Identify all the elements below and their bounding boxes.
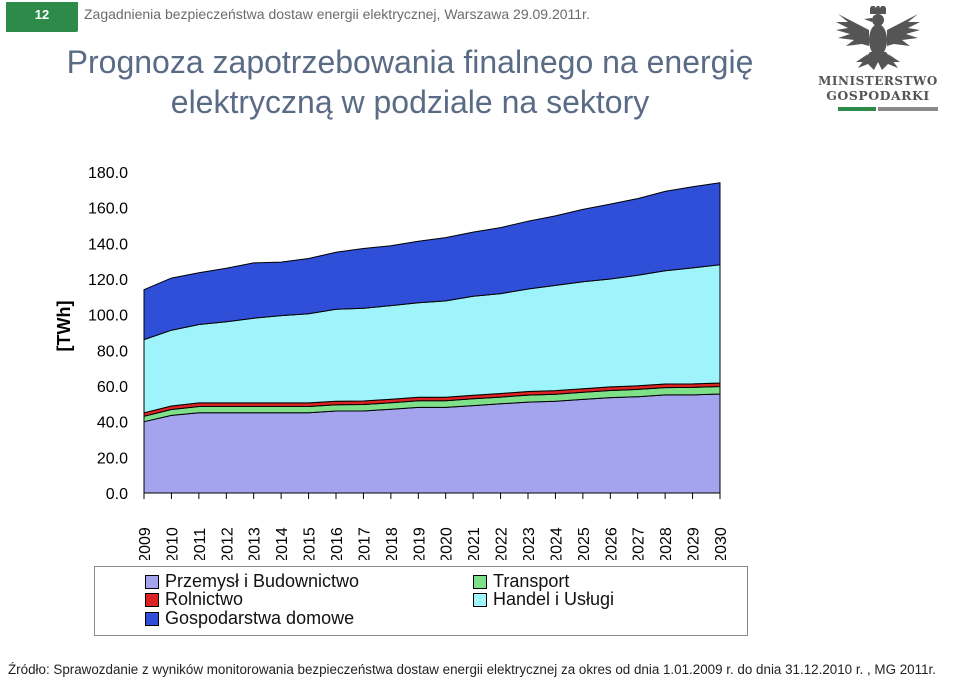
x-tick-label: 2010: [164, 527, 181, 560]
slide-number: 12: [34, 7, 50, 22]
x-tick-label: 2014: [274, 527, 291, 560]
x-tick-label: 2029: [686, 527, 703, 560]
source-note: Źródło: Sprawozdanie z wyników monitorow…: [8, 662, 936, 677]
legend-swatch-rolnictwo: [145, 593, 159, 607]
x-tick-label: 2028: [658, 527, 675, 560]
axes-layer: 0.0 20.0 40.0 60.0 80.0 100.0 120.0 140.0 160.0 1…: [88, 165, 730, 560]
page-title-line-1: Prognoza zapotrzebowania finalnego na en…: [66, 44, 754, 80]
legend-swatch-handel: [473, 593, 487, 607]
x-tick-label: 2015: [302, 527, 319, 560]
x-tick-label: 2024: [548, 527, 565, 560]
y-tick-label: 180.0: [88, 165, 128, 182]
x-tick-label: 2020: [439, 527, 456, 560]
x-tick-label: 2025: [576, 527, 593, 560]
legend-swatch-przemysl: [145, 575, 159, 589]
page-title-line-2: elektryczną w podziale na sektory: [170, 84, 650, 120]
chart-legend: Przemysł i Budownictwo Rolnictwo Gospoda…: [94, 566, 748, 636]
y-tick-label: 20.0: [97, 450, 128, 467]
y-tick-label: 100.0: [88, 308, 128, 325]
legend-label-transport: Transport: [493, 571, 570, 591]
x-tick-label: 2027: [631, 527, 648, 560]
legend-swatch-transport: [473, 575, 487, 589]
legend-label-przemysl: Przemysł i Budownictwo: [165, 571, 360, 591]
slide-number-badge: 12: [6, 2, 78, 32]
y-tick-label: 80.0: [97, 343, 128, 360]
x-tick-label: 2026: [603, 527, 620, 560]
x-tick-label: 2021: [466, 527, 483, 560]
areas-layer: [143, 182, 721, 494]
logo-accent-gray: [878, 107, 938, 111]
y-tick-label: 120.0: [88, 272, 128, 289]
y-tick-label: 60.0: [97, 379, 128, 396]
legend-label-handel: Handel i Usługi: [493, 589, 615, 609]
x-tick-label: 2030: [713, 527, 730, 560]
x-tick-label: 2009: [137, 527, 154, 560]
y-tick-label: 160.0: [88, 201, 128, 218]
legend-swatch-gospodarstwa: [145, 612, 159, 626]
x-tick-label: 2012: [219, 527, 236, 560]
logo-text-line-1: MINISTERSTWO: [818, 74, 938, 88]
x-tick-label: 2019: [411, 527, 428, 560]
area-gospodarstwa-domowe: [143, 182, 721, 341]
y-tick-label: 140.0: [88, 236, 128, 253]
x-tick-label: 2016: [329, 527, 346, 560]
y-tick-label: 40.0: [97, 415, 128, 432]
page-title: Prognoza zapotrzebowania finalnego na en…: [0, 42, 820, 122]
x-tick-label: 2018: [384, 527, 401, 560]
x-tick-label: 2023: [521, 527, 538, 560]
x-tick-label: 2017: [356, 527, 373, 560]
x-tick-label: 2022: [494, 527, 511, 560]
x-tick-label: 2013: [247, 527, 264, 560]
legend-label-gospodarstwa: Gospodarstwa domowe: [165, 608, 355, 628]
legend-label-rolnictwo: Rolnictwo: [165, 589, 244, 609]
logo-text-line-2: GOSPODARKI: [826, 88, 930, 103]
ministry-logo: MINISTERSTWO GOSPODARKI: [818, 3, 938, 122]
stacked-area-chart: 0.0 20.0 40.0 60.0 80.0 100.0 120.0 140.0 160.0 1…: [54, 165, 730, 560]
y-axis-label: [TWh]: [54, 301, 74, 352]
event-line: Zagadnienia bezpieczeństwa dostaw energi…: [84, 6, 590, 22]
eagle-emblem-icon: [836, 3, 920, 70]
y-tick-label: 0.0: [106, 486, 128, 503]
logo-accent-green: [838, 107, 876, 111]
x-tick-label: 2011: [192, 528, 209, 560]
